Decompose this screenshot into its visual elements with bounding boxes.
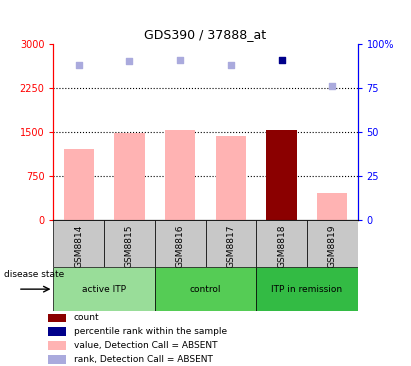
Point xyxy=(228,62,234,68)
Text: control: control xyxy=(190,285,221,294)
Text: GSM8819: GSM8819 xyxy=(328,224,337,268)
Text: ITP in remission: ITP in remission xyxy=(271,285,342,294)
Point xyxy=(329,83,335,89)
Point xyxy=(278,57,285,63)
Point xyxy=(126,59,133,64)
Text: GSM8816: GSM8816 xyxy=(175,224,185,268)
Point xyxy=(76,62,82,68)
Bar xyxy=(104,220,155,267)
Bar xyxy=(53,220,104,267)
Bar xyxy=(256,220,307,267)
Text: active ITP: active ITP xyxy=(82,285,126,294)
Bar xyxy=(48,314,67,322)
Text: rank, Detection Call = ABSENT: rank, Detection Call = ABSENT xyxy=(74,355,212,364)
Text: count: count xyxy=(74,313,99,322)
Text: GSM8815: GSM8815 xyxy=(125,224,134,268)
Bar xyxy=(48,327,67,336)
Point xyxy=(177,57,183,63)
Bar xyxy=(317,193,347,220)
Bar xyxy=(48,355,67,363)
Text: GSM8817: GSM8817 xyxy=(226,224,236,268)
Bar xyxy=(48,341,67,350)
Bar xyxy=(53,267,155,311)
Title: GDS390 / 37888_at: GDS390 / 37888_at xyxy=(144,28,267,41)
Text: disease state: disease state xyxy=(4,270,65,279)
Bar xyxy=(307,220,358,267)
Text: GSM8814: GSM8814 xyxy=(74,224,83,268)
Text: GSM8818: GSM8818 xyxy=(277,224,286,268)
Bar xyxy=(216,137,246,220)
Bar xyxy=(64,149,94,220)
Bar xyxy=(155,267,256,311)
Bar xyxy=(114,133,145,220)
Bar xyxy=(266,130,297,220)
Bar xyxy=(165,130,195,220)
Bar xyxy=(155,220,206,267)
Text: value, Detection Call = ABSENT: value, Detection Call = ABSENT xyxy=(74,341,217,350)
Bar xyxy=(206,220,256,267)
Text: percentile rank within the sample: percentile rank within the sample xyxy=(74,327,227,336)
Bar xyxy=(256,267,358,311)
